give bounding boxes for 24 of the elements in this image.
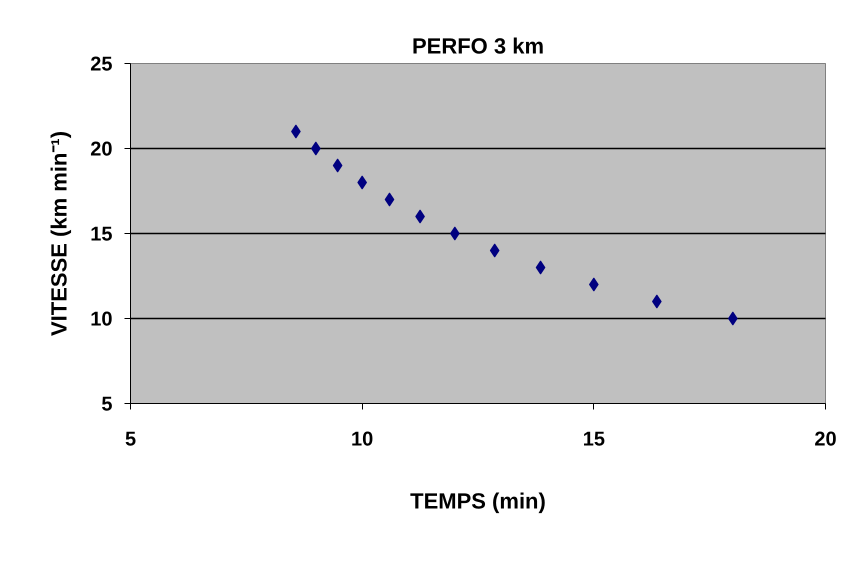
x-tick-label: 15 bbox=[582, 428, 605, 450]
y-tick-label: 25 bbox=[90, 54, 113, 76]
y-axis-title: VITESSE (km min⁻¹) bbox=[46, 130, 72, 336]
point bbox=[490, 244, 500, 258]
point bbox=[384, 192, 394, 206]
point bbox=[332, 158, 342, 172]
point bbox=[728, 312, 738, 326]
point bbox=[291, 124, 301, 138]
y-tick-label: 15 bbox=[90, 224, 113, 246]
point bbox=[357, 176, 367, 190]
x-axis-title: TEMPS (min) bbox=[410, 488, 546, 514]
point bbox=[311, 142, 321, 156]
x-tick-label: 10 bbox=[351, 428, 374, 450]
y-tick-label: 5 bbox=[101, 394, 112, 416]
y-tick-label: 10 bbox=[90, 308, 113, 330]
point bbox=[652, 294, 662, 308]
point bbox=[415, 210, 425, 224]
y-tick-label: 20 bbox=[90, 138, 113, 160]
point bbox=[589, 278, 599, 292]
point bbox=[536, 260, 546, 274]
x-tick-label: 20 bbox=[814, 428, 837, 450]
x-tick-label: 5 bbox=[124, 428, 136, 450]
point bbox=[450, 226, 460, 240]
chart-title: PERFO 3 km bbox=[412, 34, 544, 58]
